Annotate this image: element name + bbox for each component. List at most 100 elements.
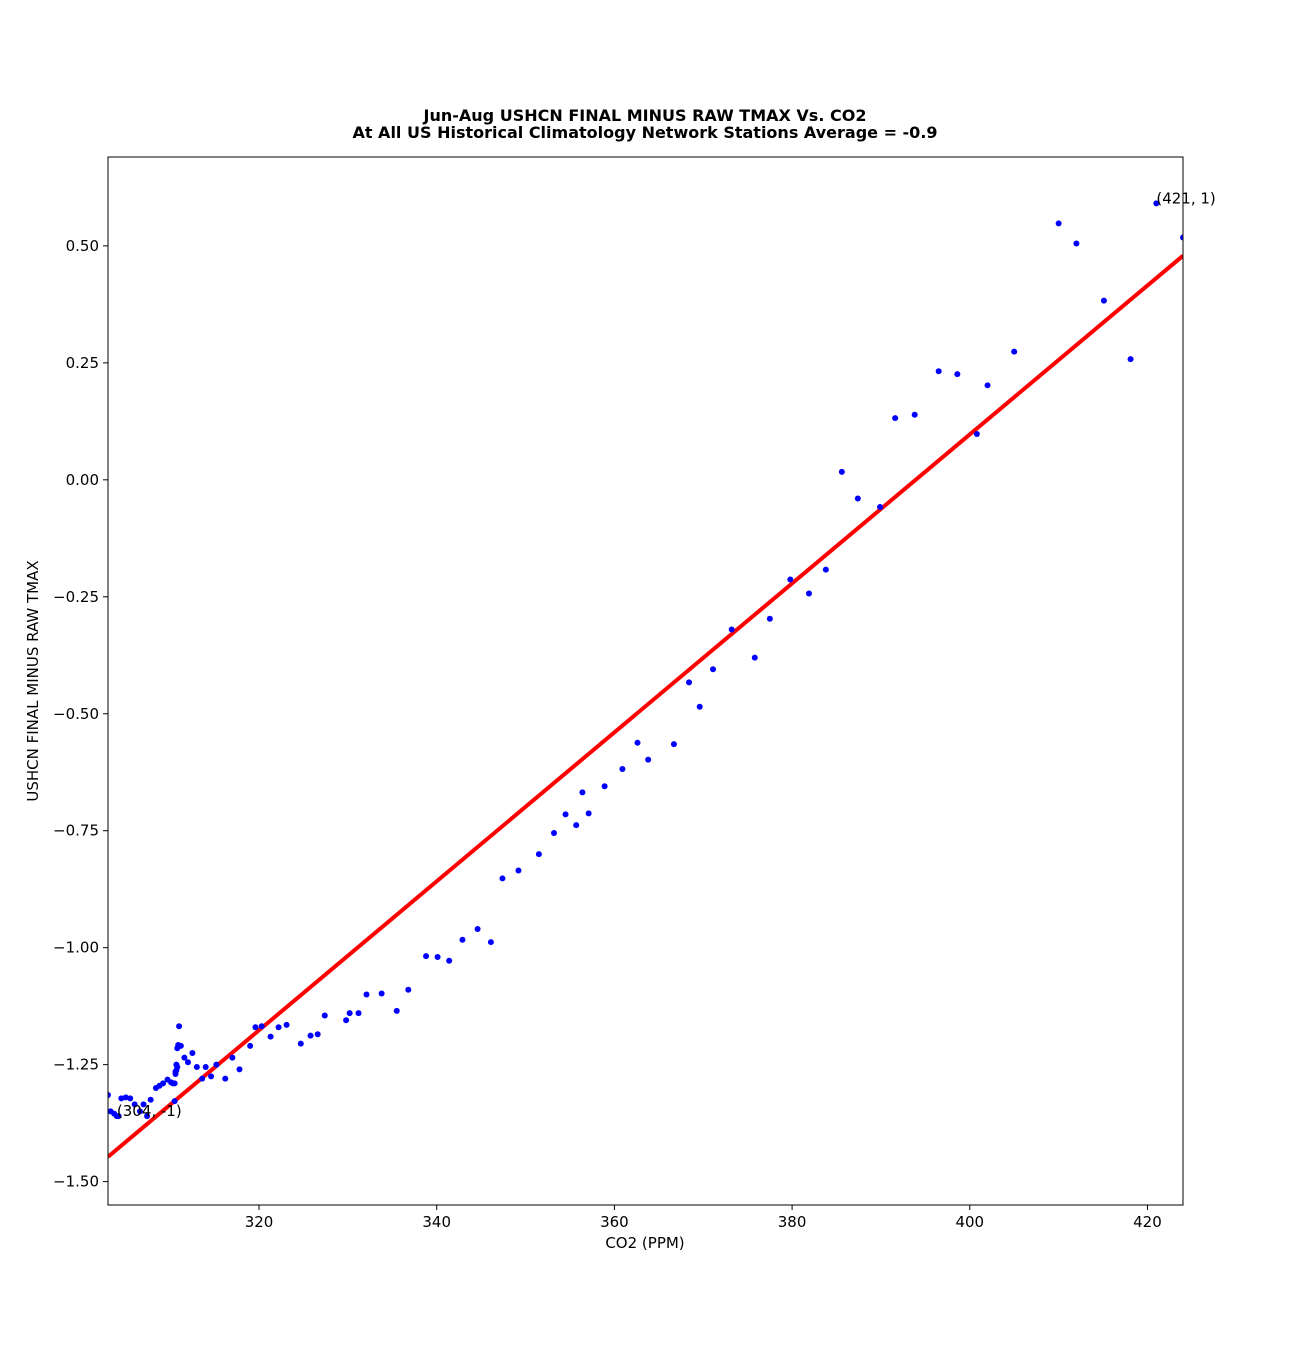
data-point [805,590,812,597]
data-point [766,615,773,622]
y-tick-label: 0.50 [66,237,99,255]
data-point [751,654,758,661]
data-point [838,468,845,475]
data-point [160,1080,167,1087]
data-point [954,371,961,378]
data-point [474,925,481,932]
data-point [236,1066,243,1073]
data-point [378,990,385,997]
data-point [1011,348,1018,355]
chart-title: Jun-Aug USHCN FINAL MINUS RAW TMAX Vs. C… [423,106,867,125]
data-point [136,1108,143,1115]
data-point [822,566,829,573]
y-tick-label: −1.00 [53,939,99,957]
data-point [181,1054,188,1061]
data-point [446,957,453,964]
data-point [147,1096,154,1103]
data-point [252,1024,259,1031]
x-tick-label: 380 [778,1213,807,1231]
data-point [355,1010,362,1017]
data-point [515,867,522,874]
y-tick-label: −1.50 [53,1173,99,1191]
data-point [459,936,466,943]
data-point [171,1098,178,1105]
data-point [199,1075,206,1082]
data-point [275,1024,282,1031]
data-point [229,1054,236,1061]
data-point [171,1080,178,1087]
y-tick-label: −1.25 [53,1056,99,1074]
data-point [1100,297,1107,304]
data-point [108,1092,111,1099]
data-point [131,1101,138,1108]
data-point [247,1042,254,1049]
data-point [487,939,494,946]
data-point [307,1032,314,1039]
data-point [787,576,794,583]
data-point [670,741,677,748]
data-point [283,1021,290,1028]
data-point [202,1063,209,1070]
data-point [877,503,884,510]
data-point [535,851,542,858]
data-point [258,1023,265,1030]
y-tick-label: 0.00 [66,471,99,489]
data-point [1073,240,1080,247]
data-point [935,368,942,375]
data-point [573,822,580,829]
data-point [1153,200,1160,207]
y-axis-label: USHCN FINAL MINUS RAW TMAX [24,560,42,801]
x-tick-label: 320 [245,1213,274,1231]
data-point [363,991,370,998]
trend-line [108,254,1183,1159]
x-tick-label: 340 [422,1213,451,1231]
data-point [499,875,506,882]
y-tick-label: −0.25 [53,588,99,606]
data-point [562,811,569,818]
data-point [579,789,586,796]
data-point [115,1113,122,1120]
plot-area-frame [107,156,1184,1206]
data-point [314,1031,321,1038]
data-point [696,703,703,710]
data-point [645,756,652,763]
x-axis-label: CO2 (PPM) [605,1234,684,1252]
data-point [911,411,918,418]
data-point [434,954,441,961]
data-point [634,739,641,746]
data-point [854,495,861,502]
data-point [619,765,626,772]
data-point [1055,220,1062,227]
chart-subtitle: At All US Historical Climatology Network… [352,123,937,142]
data-point [423,953,430,960]
data-point [176,1023,183,1030]
data-point [343,1017,350,1024]
data-point [984,382,991,389]
data-point [1180,234,1183,241]
data-point [140,1101,147,1108]
data-point [1127,356,1134,363]
data-point [213,1061,220,1068]
data-point [208,1073,215,1080]
data-point [550,830,557,837]
data-point [892,415,899,422]
y-tick-label: −0.50 [53,705,99,723]
data-point [686,679,693,686]
data-point [710,666,717,673]
x-tick-label: 400 [955,1213,984,1231]
point-annotation: (304, -1) [117,1102,182,1120]
data-point [174,1063,181,1070]
data-point [144,1113,151,1120]
data-point [601,783,608,790]
data-point [393,1007,400,1014]
data-point [585,810,592,817]
data-point [405,986,412,993]
data-point [177,1042,184,1049]
point-annotation: (421, 1) [1156,189,1215,207]
y-tick-label: −0.75 [53,822,99,840]
data-point [973,430,980,437]
data-point [222,1075,229,1082]
data-point [184,1059,191,1066]
data-point [127,1095,134,1102]
